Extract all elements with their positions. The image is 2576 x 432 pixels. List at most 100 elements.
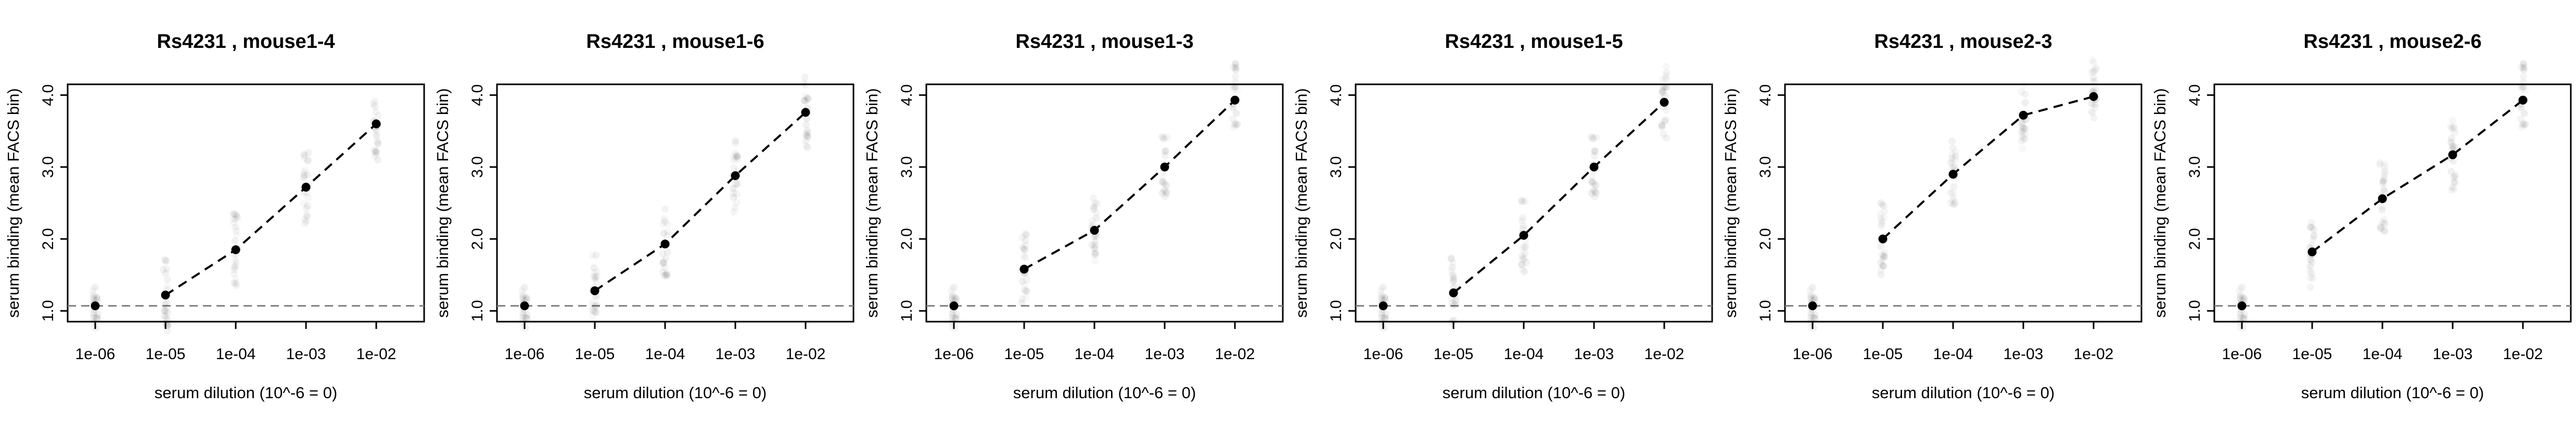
observation-dot [802, 137, 810, 145]
observation-dot [300, 151, 308, 159]
x-tick-label: 1e-05 [1863, 346, 1903, 363]
chart-title: Rs4231 , mouse2-3 [1874, 31, 2052, 53]
x-tick-label: 1e-04 [1504, 346, 1544, 363]
observation-dot [1947, 189, 1955, 197]
observation-dot [522, 295, 530, 302]
observation-dot [1880, 253, 1888, 261]
observation-dot [1880, 262, 1888, 270]
observation-dot [1449, 316, 1457, 324]
data-point [1019, 264, 1029, 274]
observation-dot [1948, 151, 1956, 159]
observation-dot [2451, 179, 2458, 186]
observation-dot [1023, 287, 1030, 295]
data-point [1948, 170, 1958, 179]
observation-dot [1807, 314, 1815, 322]
observation-dot [372, 126, 380, 134]
observation-dot [1521, 197, 1529, 205]
observation-dot [1811, 311, 1819, 319]
observation-dot [2310, 231, 2318, 239]
observation-dot [2239, 295, 2247, 302]
observation-dot [2089, 109, 2096, 117]
observation-dot [659, 259, 667, 266]
observation-dot [1161, 152, 1169, 160]
observation-dot [2521, 120, 2529, 128]
observation-dot [303, 213, 311, 221]
data-point [161, 290, 170, 300]
observation-dot [1090, 204, 1098, 211]
observation-dot [589, 306, 596, 314]
observation-dot [2092, 66, 2100, 73]
y-tick-label: 1.0 [2186, 300, 2203, 322]
observation-dot [373, 132, 380, 140]
observation-dot [1019, 245, 1027, 252]
y-tick-label: 2.0 [2186, 228, 2203, 250]
observation-dot [1807, 309, 1815, 317]
observation-dot [2088, 100, 2096, 108]
observation-dot [1449, 271, 1456, 278]
observation-dot [948, 295, 956, 302]
observation-dot [2090, 59, 2097, 67]
observation-dot [2306, 223, 2314, 231]
observation-dot [2449, 143, 2456, 150]
chart-panel-2: Rs4231 , mouse1-6 1.0 2.0 3.0 4.0 serum bindi… [433, 31, 855, 402]
observation-dot [373, 108, 380, 116]
observation-dot [1811, 314, 1819, 322]
observation-dot [2451, 171, 2459, 179]
observation-dot [2306, 268, 2313, 275]
observation-dot [591, 308, 598, 315]
series-line [164, 123, 377, 296]
observation-dot [803, 131, 810, 139]
observation-dot [1879, 262, 1886, 270]
observation-dot [2306, 283, 2314, 291]
observation-dot [2519, 83, 2527, 91]
observation-dot [659, 268, 667, 276]
observation-dot [1021, 246, 1028, 253]
x-tick-label: 1e-06 [75, 346, 116, 363]
y-axis-label: serum binding (mean FACS bin) [1721, 88, 1740, 317]
x-tick-label: 1e-02 [2074, 346, 2114, 363]
observation-dot [801, 73, 809, 81]
observation-dot [662, 255, 670, 262]
x-tick-label: 1e-02 [356, 346, 397, 363]
observation-dot [1877, 214, 1884, 222]
observation-dot [1950, 183, 1958, 190]
observation-dot [2519, 63, 2527, 71]
observation-dot [1519, 198, 1526, 206]
observation-dot [733, 190, 741, 198]
observation-dot [1377, 287, 1384, 295]
observation-dot [664, 248, 671, 256]
observation-dot [2519, 60, 2527, 68]
observation-dot [589, 302, 596, 309]
x-tick-label: 1e-05 [1004, 346, 1044, 363]
observation-dot [1879, 251, 1886, 259]
data-point [1808, 301, 1817, 311]
y-tick-label: 1.0 [40, 300, 57, 322]
observation-dot [2088, 108, 2096, 116]
observation-dot [232, 223, 239, 231]
observation-dot [233, 227, 240, 235]
x-tick-label: 1e-06 [934, 346, 974, 363]
observation-dot [593, 273, 601, 281]
observation-dot [231, 237, 239, 245]
observation-dot [2237, 291, 2244, 299]
plot-frame [1355, 83, 1713, 323]
chart-panel-5: Rs4231 , mouse2-3 1.0 2.0 3.0 4.0 serum bindi… [1721, 31, 2143, 402]
y-tick-label: 4.0 [40, 84, 57, 106]
x-tick-label: 1e-05 [1434, 346, 1474, 363]
observation-dot [800, 79, 808, 87]
x-tick-label: 1e-03 [2433, 346, 2473, 363]
observation-dot [1378, 291, 1385, 299]
observation-dot [304, 202, 312, 210]
observation-dot [1233, 120, 1241, 128]
data-point [1160, 162, 1169, 172]
observation-dot [1658, 121, 1666, 129]
observation-dot [2309, 275, 2316, 282]
observation-dot [2239, 324, 2247, 332]
observation-dot [1519, 214, 1526, 222]
observation-dot [2090, 101, 2097, 108]
data-point [1090, 226, 1099, 235]
observation-dot [804, 144, 811, 151]
observation-dot [1661, 117, 1668, 125]
y-axis-label: serum binding (mean FACS bin) [2151, 88, 2169, 317]
observation-dot [523, 311, 531, 319]
